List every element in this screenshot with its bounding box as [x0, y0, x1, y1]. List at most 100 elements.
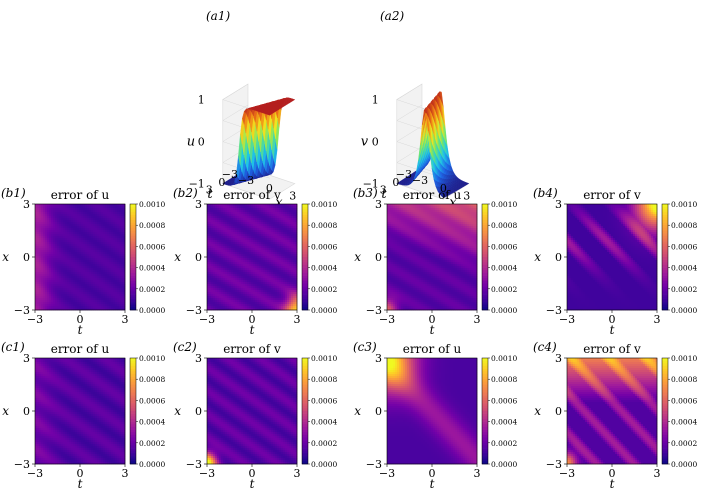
heatmap-cell — [249, 266, 252, 269]
heatmap-cell — [211, 290, 214, 293]
heatmap-cell — [215, 306, 218, 309]
heatmap-cell — [237, 246, 240, 249]
heatmap-cell — [111, 252, 114, 255]
heatmap-cell — [239, 228, 242, 231]
heatmap-cell — [213, 258, 216, 261]
colorbar-segment — [130, 262, 136, 266]
heatmap-cell — [223, 220, 226, 223]
heatmap-cell — [77, 292, 80, 295]
heatmap-cell — [105, 216, 108, 219]
heatmap-cell — [67, 232, 70, 235]
heatmap-cell — [207, 210, 210, 213]
heatmap-cell — [207, 232, 210, 235]
heatmap-cell — [69, 216, 72, 219]
heatmap-cell — [37, 274, 40, 277]
heatmap-cell — [269, 260, 272, 263]
heatmap-cell — [109, 254, 112, 257]
heatmap-cell — [221, 286, 224, 289]
heatmap-cell — [75, 210, 78, 213]
heatmap-cell — [85, 256, 88, 259]
heatmap-cell — [265, 222, 268, 225]
heatmap-cell — [111, 302, 114, 305]
heatmap-cell — [271, 222, 274, 225]
heatmap-cell — [273, 294, 276, 297]
heatmap-cell — [61, 264, 64, 267]
heatmap-cell — [39, 258, 42, 261]
heatmap-cell — [263, 212, 266, 215]
heatmap-cell — [111, 304, 114, 307]
heatmap-cell — [213, 266, 216, 269]
y-axis-label: x — [2, 250, 9, 264]
heatmap-cell — [233, 240, 236, 243]
heatmap-cell — [227, 270, 230, 273]
heatmap-cell — [71, 234, 74, 237]
heatmap-cell — [115, 240, 118, 243]
heatmap-cell — [107, 270, 110, 273]
colorbar-segment — [130, 254, 136, 258]
heatmap-cell — [207, 284, 210, 287]
heatmap-cell — [41, 238, 44, 241]
heatmap-cell — [79, 296, 82, 299]
heatmap-cell — [95, 270, 98, 273]
heatmap-cell — [221, 244, 224, 247]
heatmap-cell — [251, 204, 254, 207]
heatmap-cell — [71, 284, 74, 287]
heatmap-cell — [79, 282, 82, 285]
heatmap-cell — [69, 224, 72, 227]
heatmap-cell — [245, 232, 248, 235]
heatmap-cell — [93, 256, 96, 259]
heatmap-cell — [119, 296, 122, 299]
heatmap-cell — [77, 286, 80, 289]
heatmap-cell — [271, 234, 274, 237]
heatmap-cell — [215, 302, 218, 305]
heatmap-cell — [221, 288, 224, 291]
heatmap-cell — [35, 274, 38, 277]
heatmap-cell — [105, 260, 108, 263]
heatmap-cell — [89, 284, 92, 287]
heatmap-cell — [243, 302, 246, 305]
heatmap-cell — [117, 224, 120, 227]
heatmap-cell — [263, 272, 266, 275]
heatmap-cell — [45, 218, 48, 221]
heatmap-cell — [255, 262, 258, 265]
heatmap-cell — [59, 212, 62, 215]
heatmap-cell — [93, 252, 96, 255]
heatmap-cell — [69, 252, 72, 255]
heatmap-cell — [113, 212, 116, 215]
heatmap-cell — [39, 226, 42, 229]
heatmap-cell — [81, 284, 84, 287]
heatmap-cell — [69, 260, 72, 263]
heatmap-cell — [75, 230, 78, 233]
heatmap-cell — [89, 304, 92, 307]
heatmap-cell — [101, 264, 104, 267]
heatmap-cell — [35, 280, 38, 283]
heatmap-cell — [237, 248, 240, 251]
heatmap-cell — [71, 286, 74, 289]
heatmap-cell — [227, 290, 230, 293]
heatmap-cell — [249, 270, 252, 273]
heatmap-cell — [217, 262, 220, 265]
heatmap-cell — [217, 254, 220, 257]
heatmap-cell — [71, 256, 74, 259]
heatmap-cell — [217, 272, 220, 275]
heatmap-cell — [41, 234, 44, 237]
heatmap-cell — [75, 250, 78, 253]
heatmap-cell — [211, 228, 214, 231]
heatmap-cell — [243, 240, 246, 243]
heatmap-cell — [93, 212, 96, 215]
heatmap-cell — [235, 210, 238, 213]
heatmap-cell — [53, 298, 56, 301]
heatmap-cell — [75, 240, 78, 243]
heatmap-cell — [237, 300, 240, 303]
heatmap-cell — [227, 250, 230, 253]
heatmap-cell — [221, 268, 224, 271]
heatmap-cell — [79, 280, 82, 283]
heatmap-cell — [261, 278, 264, 281]
heatmap-cell — [45, 290, 48, 293]
heatmap-cell — [215, 300, 218, 303]
colorbar-segment — [130, 225, 136, 229]
heatmap-cell — [209, 250, 212, 253]
heatmap-cell — [93, 262, 96, 265]
heatmap-cell — [233, 238, 236, 241]
heatmap-cell — [225, 298, 228, 301]
